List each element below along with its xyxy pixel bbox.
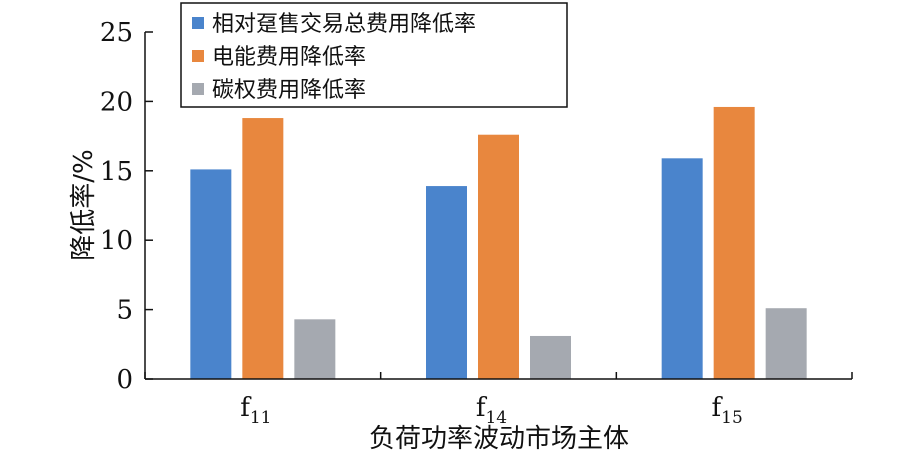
legend-box (180, 2, 568, 108)
bar (765, 308, 807, 379)
legend-label: 电能费用降低率 (212, 45, 366, 70)
y-tick-label: 10 (100, 226, 133, 256)
x-ticks-group: f11 f14 f15 (144, 372, 853, 428)
y-tick-label: 25 (100, 18, 133, 48)
legend-label: 相对趸售交易总费用降低率 (212, 12, 476, 37)
bar (294, 319, 336, 379)
bar (478, 134, 519, 379)
x-axis-title: 负荷功率波动市场主体 (369, 424, 629, 454)
bar (713, 106, 755, 380)
y-tick-label: 0 (116, 365, 133, 395)
bar (661, 158, 703, 379)
bar (242, 118, 284, 379)
y-tick-label: 5 (116, 296, 133, 326)
y-tick-label: 20 (100, 87, 133, 117)
x-tick-label: f15 (712, 393, 743, 428)
y-axis-title: 降低率/% (69, 149, 99, 260)
legend-label: 碳权费用降低率 (212, 78, 366, 103)
legend-swatch (192, 50, 204, 62)
bar (530, 335, 571, 379)
legend-swatch (192, 83, 204, 95)
y-tick-label: 15 (100, 157, 133, 187)
bars-group (190, 106, 807, 380)
bar (190, 169, 232, 379)
axes-group (144, 32, 852, 380)
y-ticks-group: 0 5 10 15 20 25 (100, 18, 153, 395)
x-tick-label: f11 (240, 393, 271, 428)
legend-swatch (192, 17, 204, 29)
bar (426, 186, 467, 379)
x-tick-label: f14 (476, 393, 507, 428)
